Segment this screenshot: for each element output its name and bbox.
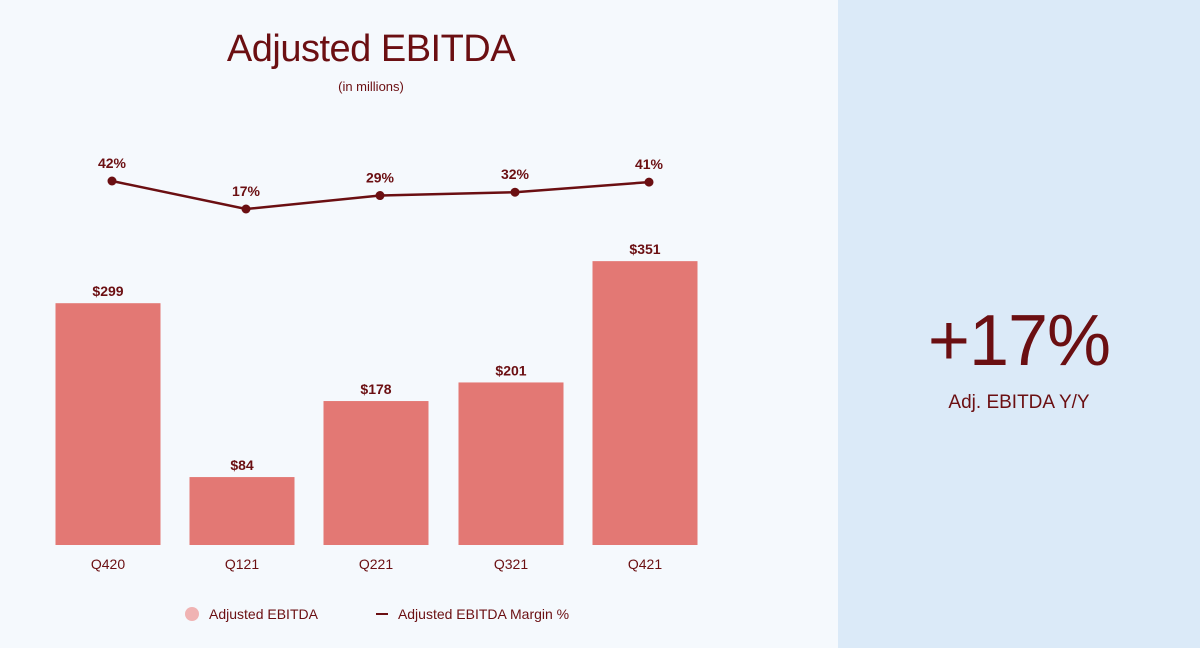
legend-label-bar: Adjusted EBITDA	[209, 606, 318, 622]
bar-label-q421: $351	[629, 241, 660, 257]
margin-label-q420: 42%	[98, 155, 127, 171]
chart-plot-area: $299 Q420 $84 Q121 $178 Q221 $201 Q321 $351 Q421 4…	[55, 155, 698, 572]
bar-q121	[189, 477, 295, 545]
bar-label-q121: $84	[230, 457, 254, 473]
kpi-panel	[838, 0, 1200, 648]
x-tick-q321: Q321	[494, 556, 528, 572]
kpi-value: +17%	[927, 301, 1111, 381]
margin-label-q221: 29%	[366, 170, 395, 186]
x-tick-q420: Q420	[91, 556, 125, 572]
x-tick-q421: Q421	[628, 556, 662, 572]
margin-point-q121	[241, 204, 251, 214]
chart-subtitle: (in millions)	[338, 79, 404, 94]
x-tick-q121: Q121	[225, 556, 259, 572]
margin-point-q421	[644, 177, 654, 187]
margin-label-q121: 17%	[232, 183, 261, 199]
bar-q421	[592, 261, 698, 545]
bar-q221	[323, 401, 429, 545]
margin-point-q321	[510, 187, 520, 197]
x-tick-q221: Q221	[359, 556, 393, 572]
legend-item-bar: Adjusted EBITDA	[185, 606, 318, 622]
kpi-label: Adj. EBITDA Y/Y	[948, 392, 1090, 413]
chart-legend: Adjusted EBITDA Adjusted EBITDA Margin %	[185, 604, 569, 624]
bar-label-q321: $201	[495, 362, 526, 378]
legend-swatch-line	[375, 613, 388, 615]
bar-q321	[458, 382, 564, 545]
margin-point-q221	[375, 191, 385, 201]
bar-label-q221: $178	[360, 381, 391, 397]
legend-item-line: Adjusted EBITDA Margin %	[375, 606, 570, 622]
bar-label-q420: $299	[92, 283, 123, 299]
margin-label-q321: 32%	[501, 166, 530, 182]
chart-title: Adjusted EBITDA	[226, 28, 516, 70]
margin-point-q420	[107, 176, 117, 186]
bar-q420	[55, 303, 161, 545]
legend-swatch-bar	[185, 607, 199, 621]
margin-label-q421: 41%	[635, 156, 664, 172]
legend-label-line: Adjusted EBITDA Margin %	[397, 606, 570, 622]
